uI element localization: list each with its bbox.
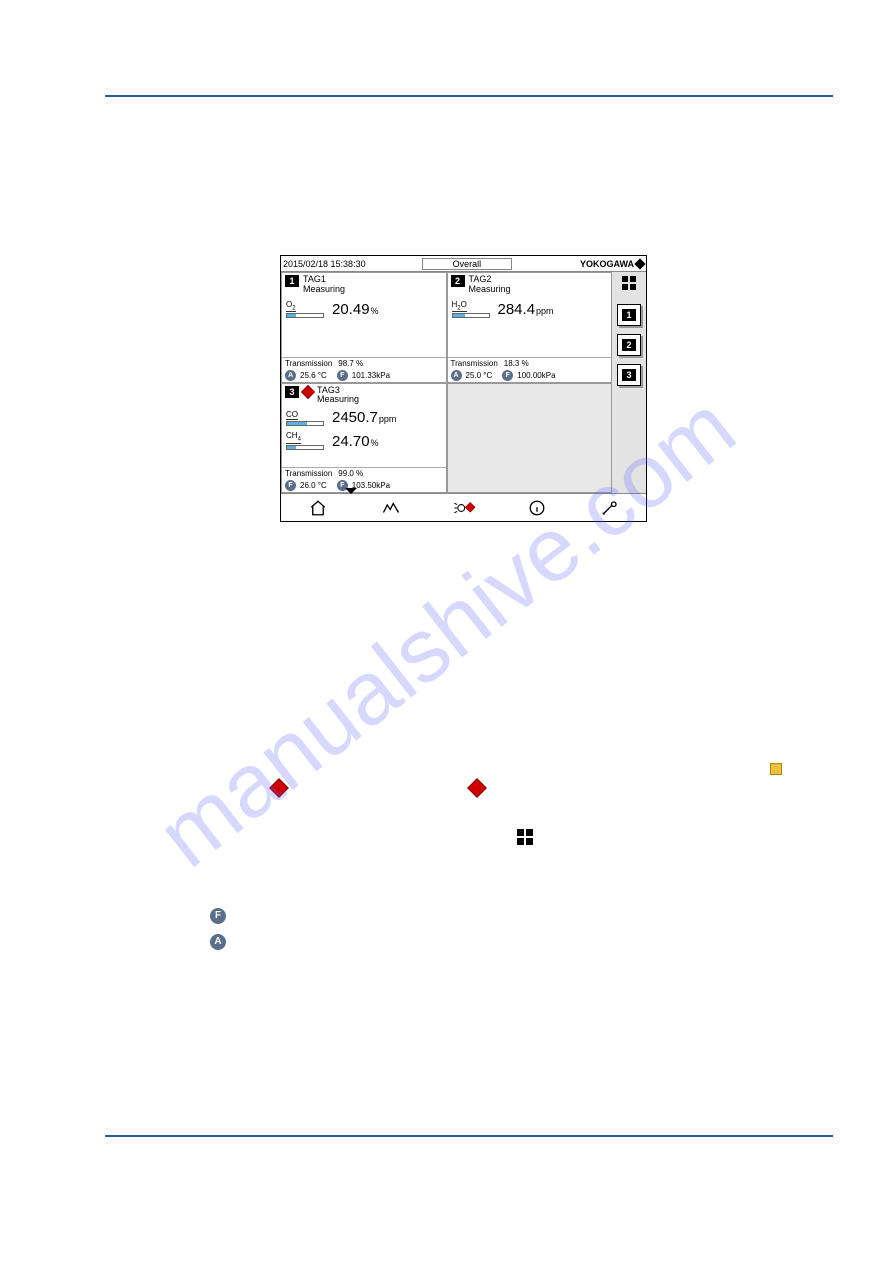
species-label: CO bbox=[286, 410, 298, 420]
tag-status: Measuring bbox=[317, 395, 359, 405]
side-tab-1[interactable]: 1 bbox=[617, 304, 641, 326]
press-badge-icon: F bbox=[337, 370, 348, 381]
panel-1[interactable]: 1 TAG1 Measuring O2 20.49% Transmission 9… bbox=[281, 272, 447, 383]
transmission-value: 99.0 % bbox=[338, 469, 363, 478]
species-unit: ppm bbox=[379, 414, 397, 424]
panel-empty bbox=[447, 383, 613, 494]
fixed-badge-icon: F bbox=[210, 905, 226, 924]
temp-badge-icon: F bbox=[285, 480, 296, 491]
press-badge-icon: F bbox=[502, 370, 513, 381]
grid-view-icon[interactable] bbox=[622, 276, 636, 290]
nav-caret-icon bbox=[345, 488, 357, 494]
species-label: CH4 bbox=[286, 431, 301, 444]
bar-gauge bbox=[452, 313, 490, 318]
panel-header: 3 TAG3 Measuring bbox=[282, 384, 446, 408]
transmission-value: 98.7 % bbox=[338, 359, 363, 368]
active-badge-icon: A bbox=[210, 931, 226, 950]
grid-view-icon bbox=[517, 829, 533, 845]
statusbar: 2015/02/18 15:38:30 Overall YOKOGAWA bbox=[281, 256, 646, 272]
species-unit: % bbox=[371, 306, 379, 316]
species-value: 2450.7 bbox=[332, 409, 378, 426]
bar-gauge bbox=[286, 421, 324, 426]
info-icon[interactable] bbox=[522, 499, 552, 517]
species-value: 24.70 bbox=[332, 433, 370, 450]
top-rule bbox=[105, 95, 833, 97]
panel-footer: Transmission 18.3 % A 25.0 °C F 100.00kPa bbox=[448, 357, 612, 382]
species-label: H2O bbox=[452, 300, 467, 313]
panel-3[interactable]: 3 TAG3 Measuring CO 2450.7ppm CH4 24.70%… bbox=[281, 383, 447, 494]
screen-title: Overall bbox=[422, 258, 513, 270]
brand-diamond-icon bbox=[634, 258, 645, 269]
temp-badge-icon: A bbox=[451, 370, 462, 381]
tag-status: Measuring bbox=[469, 285, 511, 295]
species-label: O2 bbox=[286, 300, 296, 313]
datetime: 2015/02/18 15:38:30 bbox=[283, 259, 366, 269]
side-tab-2[interactable]: 2 bbox=[617, 334, 641, 356]
species-row: H2O 284.4ppm bbox=[448, 297, 612, 321]
trend-icon[interactable] bbox=[376, 499, 406, 517]
bar-gauge bbox=[286, 313, 324, 318]
device-body: 1 TAG1 Measuring O2 20.49% Transmission 9… bbox=[281, 272, 646, 493]
temp-badge-icon: A bbox=[285, 370, 296, 381]
transmission-label: Transmission bbox=[285, 469, 332, 478]
temp-value: 25.6 °C bbox=[300, 371, 327, 380]
panel-number-badge: 2 bbox=[451, 275, 465, 287]
side-tab-3[interactable]: 3 bbox=[617, 364, 641, 386]
species-unit: ppm bbox=[536, 306, 554, 316]
species-unit: % bbox=[371, 438, 379, 448]
transmission-label: Transmission bbox=[285, 359, 332, 368]
transmission-value: 18.3 % bbox=[504, 359, 529, 368]
settings-icon[interactable] bbox=[595, 499, 625, 517]
press-value: 101.33kPa bbox=[352, 371, 390, 380]
panel-header: 1 TAG1 Measuring bbox=[282, 273, 446, 297]
panel-number-badge: 3 bbox=[285, 386, 299, 398]
device-screen: 2015/02/18 15:38:30 Overall YOKOGAWA 1 T… bbox=[280, 255, 647, 522]
panel-footer: Transmission99.0 % F 26.0 °C F 103.50kPa bbox=[282, 467, 446, 492]
panel-number-badge: 1 bbox=[285, 275, 299, 287]
home-icon[interactable] bbox=[303, 499, 333, 517]
tag-status: Measuring bbox=[303, 285, 345, 295]
panel-2[interactable]: 2 TAG2 Measuring H2O 284.4ppm Transmissi… bbox=[447, 272, 613, 383]
panels-grid: 1 TAG1 Measuring O2 20.49% Transmission 9… bbox=[281, 272, 612, 493]
species-row: O2 20.49% bbox=[282, 297, 446, 321]
species-row: CO 2450.7ppm bbox=[282, 407, 446, 428]
species-value: 20.49 bbox=[332, 301, 370, 318]
species-value: 284.4 bbox=[498, 301, 536, 318]
temp-value: 26.0 °C bbox=[300, 481, 327, 490]
press-value: 103.50kPa bbox=[352, 481, 390, 490]
press-value: 100.00kPa bbox=[517, 371, 555, 380]
side-tabs: 1 2 3 bbox=[612, 272, 646, 493]
bar-gauge bbox=[286, 445, 324, 450]
navbar bbox=[281, 493, 646, 521]
panel-footer: Transmission 98.7 % A 25.6 °C F 101.33kPa bbox=[282, 357, 446, 382]
alarm-diamond-icon bbox=[272, 780, 286, 800]
alarm-diamond-icon bbox=[470, 780, 484, 800]
alarm-diamond-icon bbox=[301, 384, 315, 398]
species-row: CH4 24.70% bbox=[282, 428, 446, 452]
panel-header: 2 TAG2 Measuring bbox=[448, 273, 612, 297]
bottom-rule bbox=[105, 1135, 833, 1137]
temp-value: 25.0 °C bbox=[466, 371, 493, 380]
transmission-label: Transmission bbox=[451, 359, 498, 368]
brand: YOKOGAWA bbox=[580, 259, 644, 269]
alarm-icon[interactable] bbox=[449, 499, 479, 517]
warning-square-icon bbox=[770, 762, 782, 780]
